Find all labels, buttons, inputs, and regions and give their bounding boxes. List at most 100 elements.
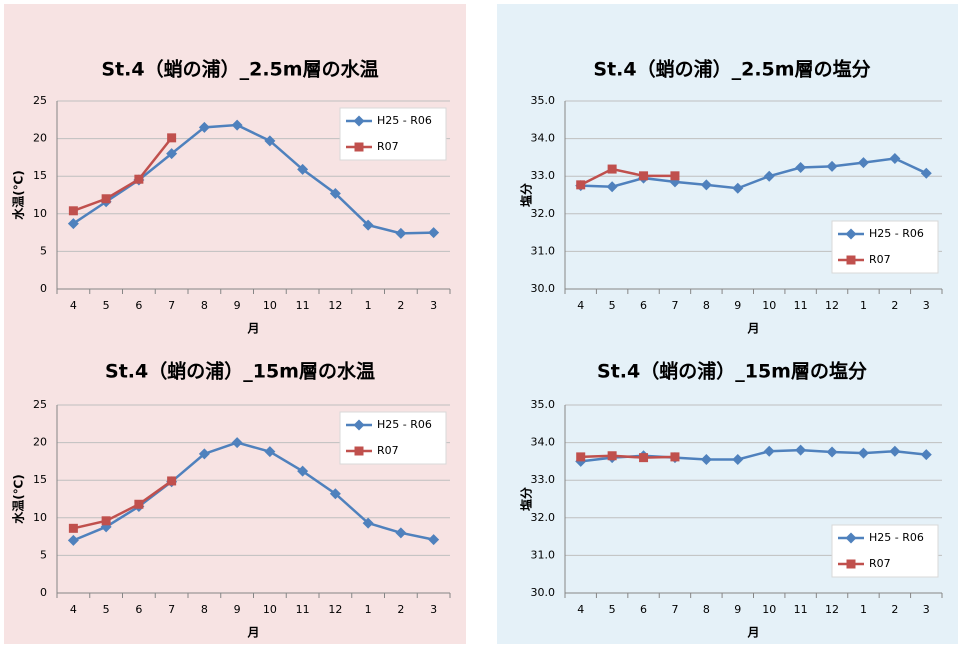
x-tick-label: 2 (397, 603, 404, 616)
data-point (639, 453, 649, 463)
data-point (198, 121, 210, 133)
series-line (580, 454, 675, 459)
x-axis-title: 月 (746, 322, 759, 336)
x-tick-label: 6 (135, 299, 142, 312)
data-point (826, 446, 838, 458)
y-tick-label: 15 (33, 169, 47, 182)
data-point (607, 164, 617, 174)
data-point (68, 523, 78, 533)
data-point (857, 447, 869, 459)
x-tick-label: 3 (923, 603, 930, 616)
legend-marker (845, 228, 857, 240)
x-tick-label: 7 (671, 299, 678, 312)
data-point (700, 179, 712, 191)
legend-label: R07 (869, 253, 891, 266)
series-line (73, 479, 173, 530)
y-axis-title: 塩分 (519, 183, 534, 207)
x-axis-title: 月 (746, 626, 759, 640)
y-tick-label: 31.0 (531, 244, 556, 257)
x-tick-label: 9 (734, 299, 741, 312)
x-tick-label: 3 (923, 299, 930, 312)
y-axis-title: 塩分 (519, 487, 534, 511)
x-tick-label: 3 (430, 299, 437, 312)
data-point (795, 162, 807, 174)
x-tick-label: 12 (328, 299, 342, 312)
y-axis-title: 水温(℃) (11, 474, 26, 524)
data-point (889, 445, 901, 457)
y-tick-label: 35.0 (531, 94, 556, 107)
y-tick-label: 33.0 (531, 473, 556, 486)
y-tick-label: 10 (33, 511, 47, 524)
y-tick-label: 5 (40, 548, 47, 561)
left-panel (4, 4, 466, 644)
series-line (72, 137, 173, 212)
data-point (826, 160, 838, 172)
legend-marker (846, 559, 856, 569)
x-tick-label: 7 (168, 603, 175, 616)
x-tick-label: 1 (365, 603, 372, 616)
data-point (763, 445, 775, 457)
data-point (362, 219, 374, 231)
data-point (166, 148, 178, 160)
chart-title: St.4（蛸の浦）_15m層の塩分 (597, 360, 867, 383)
x-axis-title: 月 (246, 626, 259, 640)
data-point (167, 133, 177, 143)
data-point (134, 174, 144, 184)
data-point (395, 527, 407, 539)
y-tick-label: 34.0 (531, 436, 556, 449)
legend-label: R07 (869, 557, 891, 570)
data-point (167, 476, 177, 486)
y-tick-label: 31.0 (531, 548, 556, 561)
x-tick-label: 5 (609, 299, 616, 312)
x-tick-label: 11 (296, 603, 310, 616)
data-point (670, 452, 680, 462)
y-tick-label: 34.0 (531, 132, 556, 145)
series-line (580, 157, 927, 190)
y-tick-label: 30.0 (531, 282, 556, 295)
data-point (857, 157, 869, 169)
y-tick-label: 0 (40, 282, 47, 295)
x-tick-label: 12 (825, 603, 839, 616)
x-tick-label: 11 (794, 299, 808, 312)
x-tick-label: 12 (328, 603, 342, 616)
legend-label: H25 - R06 (869, 531, 924, 544)
data-point (395, 227, 407, 239)
chart-title: St.4（蛸の浦）_2.5m層の塩分 (593, 58, 870, 81)
x-tick-label: 11 (296, 299, 310, 312)
x-tick-label: 10 (762, 603, 776, 616)
y-tick-label: 5 (40, 244, 47, 257)
data-point (920, 449, 932, 461)
data-point (732, 454, 744, 466)
chart-title: St.4（蛸の浦）_2.5m層の水温 (101, 58, 378, 81)
legend-label: H25 - R06 (869, 227, 924, 240)
x-tick-label: 9 (234, 299, 241, 312)
data-point (264, 446, 276, 458)
x-tick-label: 5 (609, 603, 616, 616)
x-tick-label: 7 (671, 603, 678, 616)
x-tick-label: 5 (103, 299, 110, 312)
data-point (231, 119, 243, 131)
y-tick-label: 0 (40, 586, 47, 599)
x-tick-label: 11 (794, 603, 808, 616)
x-tick-label: 2 (891, 299, 898, 312)
y-tick-label: 25 (33, 398, 47, 411)
x-tick-label: 4 (70, 299, 77, 312)
y-tick-label: 32.0 (531, 207, 556, 220)
x-tick-label: 4 (70, 603, 77, 616)
x-tick-label: 3 (430, 603, 437, 616)
y-tick-label: 33.0 (531, 169, 556, 182)
y-tick-label: 10 (33, 207, 47, 220)
data-point (231, 437, 243, 449)
x-tick-label: 8 (201, 603, 208, 616)
data-point (198, 448, 210, 460)
data-point (639, 171, 649, 181)
data-point (264, 135, 276, 147)
chart-title: St.4（蛸の浦）_15m層の水温 (105, 360, 375, 383)
data-point (763, 170, 775, 182)
data-point (889, 153, 901, 165)
x-tick-label: 4 (577, 299, 584, 312)
legend-marker (353, 115, 365, 127)
data-point (101, 516, 111, 526)
legend-label: R07 (377, 444, 399, 457)
